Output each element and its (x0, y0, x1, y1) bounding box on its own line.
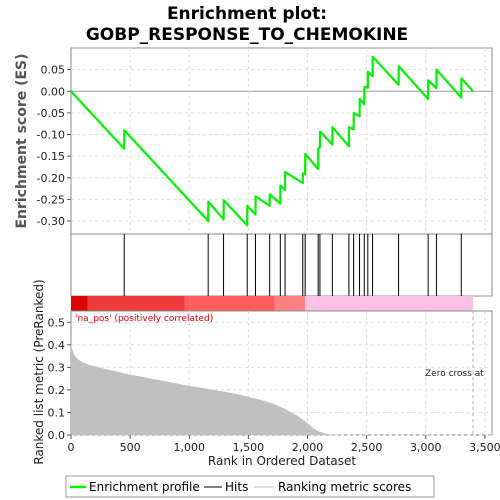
hits-panel-frame (70, 233, 493, 297)
x-axis-label: Rank in Ordered Dataset (208, 454, 356, 468)
legend-label-enrichment-profile: Enrichment profile (89, 480, 200, 494)
es-y-tick-label: -0.10 (37, 129, 65, 142)
x-tick-label: 0 (68, 441, 75, 454)
ranking-y-axis-label: Ranked list metric (PreRanked) (32, 279, 46, 464)
enrichment-profile-line (70, 55, 474, 227)
es-y-axis-label: Enrichment score (ES) (14, 53, 30, 228)
ranking-metric-area (71, 342, 474, 435)
es-y-tick-label: -0.30 (37, 215, 65, 228)
color-bar-segment (87, 296, 185, 311)
color-bar-segment (305, 296, 474, 311)
x-tick-label: 500 (120, 441, 141, 454)
x-tick-label: 2,000 (292, 441, 324, 454)
hits-markers (123, 234, 462, 296)
legend-label-hits: Hits (225, 480, 248, 494)
x-tick-label: 3,500 (469, 441, 500, 454)
color-bar-segment (71, 296, 88, 311)
es-y-tick-label: -0.20 (37, 172, 65, 185)
ranking-y-tick-label: 0.5 (48, 316, 66, 329)
x-tick-label: 2,500 (351, 441, 383, 454)
es-y-tick-label: -0.05 (37, 107, 65, 120)
legend: Enrichment profile Hits Ranking metric s… (65, 475, 435, 498)
legend-box (65, 475, 435, 498)
ranking-color-bar (71, 296, 474, 311)
x-tick-label: 1,500 (233, 441, 265, 454)
es-y-tick-label: 0.00 (41, 85, 66, 98)
es-panel-frame (70, 47, 493, 235)
legend-label-ranking-metric: Ranking metric scores (278, 480, 411, 494)
color-bar-segment (184, 296, 275, 311)
es-y-tick-label: -0.15 (37, 150, 65, 163)
ranking-y-tick-label: 0.0 (48, 429, 66, 442)
ranking-y-tick-label: 0.1 (48, 406, 66, 419)
color-bar-segment (274, 296, 306, 311)
ranking-y-axis: 0.0 0.1 0.2 0.3 0.4 0.5 (48, 316, 71, 442)
chart-title-line1: Enrichment plot: (167, 4, 327, 24)
x-tick-label: 1,000 (174, 441, 206, 454)
es-y-tick-label: -0.25 (37, 193, 65, 206)
chart-title-line2: GOBP_RESPONSE_TO_CHEMOKINE (86, 25, 408, 45)
ranking-y-tick-label: 0.3 (48, 361, 66, 374)
x-tick-label: 3,000 (410, 441, 442, 454)
ranking-y-tick-label: 0.4 (48, 339, 66, 352)
es-y-tick-label: 0.05 (41, 64, 66, 77)
es-y-axis: 0.05 0.00 -0.05 -0.10 -0.15 -0.20 -0.25 -0.30 (37, 64, 71, 228)
ranking-y-tick-label: 0.2 (48, 384, 66, 397)
positive-correlation-label: 'na_pos' (positively correlated) (75, 314, 213, 324)
es-panel-grid (71, 48, 492, 234)
zero-cross-label: Zero cross at (425, 369, 484, 379)
ranking-x-axis: 0 500 1,000 1,500 2,000 2,500 3,000 3,500 (68, 435, 500, 454)
